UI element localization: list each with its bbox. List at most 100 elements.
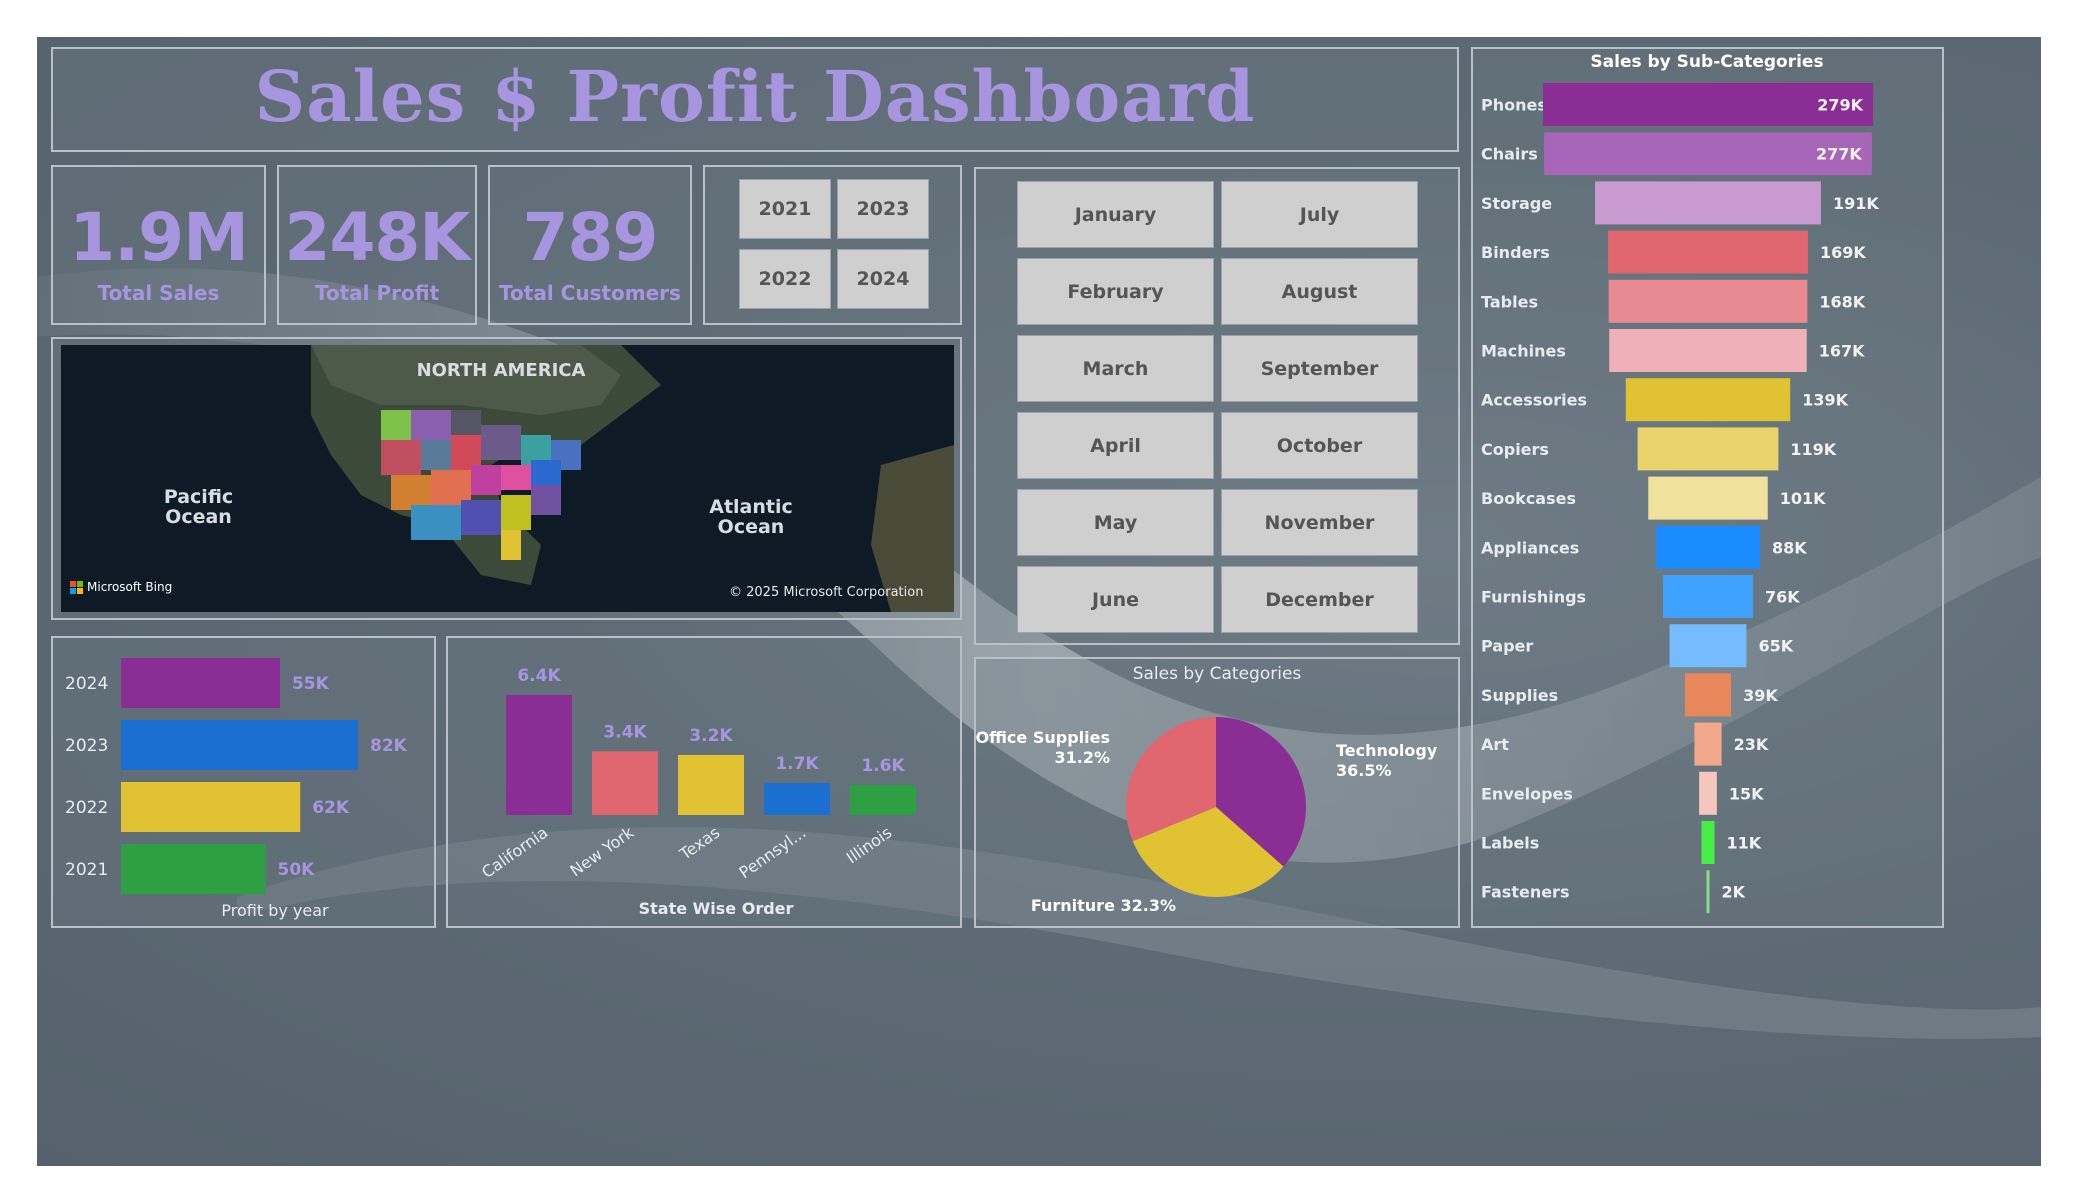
subcategory-bar-fasteners[interactable]: [1706, 870, 1710, 914]
subcategory-label-art: Art: [1481, 735, 1509, 754]
profit-bar-2024[interactable]: [121, 658, 280, 708]
subcategory-label-tables: Tables: [1481, 292, 1538, 311]
kpi-card-total-customers: 789 Total Customers: [488, 165, 692, 325]
microsoft-logo-icon: [70, 580, 83, 594]
map-copyright: © 2025 Microsoft Corporation: [729, 585, 924, 600]
title-panel: Sales $ Profit Dashboard: [51, 47, 1459, 152]
state-value-label: 1.6K: [861, 756, 905, 776]
map-brand: Microsoft Bing: [87, 580, 173, 594]
subcategory-value-label: 15K: [1729, 784, 1764, 803]
subcategory-value-label: 119K: [1790, 440, 1836, 459]
subcategory-value-label: 277K: [1816, 145, 1862, 164]
state-tick-label: New York: [566, 822, 638, 880]
subcategory-value-label: 101K: [1780, 489, 1826, 508]
subcategory-value-label: 139K: [1802, 391, 1848, 410]
subcategory-bar-phones[interactable]: [1543, 83, 1873, 126]
subcategory-value-label: 88K: [1772, 538, 1807, 557]
state-bar-texas[interactable]: [678, 755, 744, 815]
month-button-september[interactable]: September: [1221, 335, 1418, 402]
month-button-march[interactable]: March: [1017, 335, 1214, 402]
month-button-may[interactable]: May: [1017, 489, 1214, 556]
subcategory-value-label: 191K: [1833, 194, 1879, 213]
chart-title-sales-by-subcategories: Sales by Sub-Categories: [1590, 52, 1823, 72]
kpi-label: Total Sales: [97, 281, 220, 305]
state-tick-label: Texas: [675, 823, 723, 865]
profit-value-label: 82K: [370, 736, 408, 756]
profit-by-year-panel: 2024 55K 2023 82K 2022 62K 2021 50K Profit by ye…: [51, 636, 436, 928]
state-bar-pennsyl[interactable]: [764, 783, 830, 815]
state-bar-newyork[interactable]: [592, 751, 658, 815]
pie-slice-technology[interactable]: [1216, 717, 1306, 867]
subcategory-bar-paper[interactable]: [1669, 624, 1747, 668]
month-button-august[interactable]: August: [1221, 258, 1418, 325]
subcategory-value-label: 279K: [1817, 96, 1863, 115]
state-bar-california[interactable]: [506, 695, 572, 815]
profit-bar-2021[interactable]: [121, 844, 266, 894]
month-button-june[interactable]: June: [1017, 566, 1214, 633]
subcategory-label-envelopes: Envelopes: [1481, 784, 1573, 803]
subcategory-label-machines: Machines: [1481, 342, 1566, 361]
dashboard-canvas: Sales $ Profit Dashboard 1.9M Total Sale…: [37, 37, 2041, 1166]
subcategory-bar-tables[interactable]: [1608, 279, 1808, 323]
subcategory-value-label: 39K: [1743, 686, 1778, 705]
kpi-value: 789: [522, 199, 659, 276]
year-button-2023[interactable]: 2023: [837, 179, 929, 239]
dashboard-title: Sales $ Profit Dashboard: [254, 55, 1256, 138]
month-button-december[interactable]: December: [1221, 566, 1418, 633]
state-value-label: 6.4K: [517, 666, 561, 686]
subcategory-bar-machines[interactable]: [1609, 329, 1807, 372]
subcategory-bar-envelopes[interactable]: [1699, 771, 1717, 815]
map-view[interactable]: NORTH AMERICA Pacific Ocean Atlantic Oce…: [61, 345, 954, 612]
subcategory-label-paper: Paper: [1481, 637, 1533, 656]
subcategory-label-fasteners: Fasteners: [1481, 883, 1569, 902]
profit-bar-2023[interactable]: [121, 720, 358, 770]
year-button-2021[interactable]: 2021: [739, 179, 831, 239]
year-slicer: 2021 2023 2022 2024: [703, 165, 962, 325]
subcategory-bar-binders[interactable]: [1608, 230, 1808, 274]
kpi-value: 248K: [284, 199, 471, 276]
month-button-april[interactable]: April: [1017, 412, 1214, 479]
month-button-february[interactable]: February: [1017, 258, 1214, 325]
profit-by-year-chart: 2024 55K 2023 82K 2022 62K 2021 50K Profit by ye…: [65, 658, 408, 920]
month-button-january[interactable]: January: [1017, 181, 1214, 248]
month-button-november[interactable]: November: [1221, 489, 1418, 556]
subcategory-bar-chairs[interactable]: [1544, 132, 1872, 176]
year-tick-label: 2024: [65, 674, 108, 694]
chart-title-profit-by-year: Profit by year: [221, 901, 329, 920]
subcategory-label-copiers: Copiers: [1481, 440, 1549, 459]
profit-value-label: 62K: [312, 798, 350, 818]
profit-bar-2022[interactable]: [121, 782, 301, 832]
subcategory-bar-furnishings[interactable]: [1663, 575, 1753, 618]
subcategory-label-supplies: Supplies: [1481, 686, 1558, 705]
subcategory-label-appliances: Appliances: [1481, 538, 1579, 557]
kpi-label: Total Profit: [314, 281, 440, 305]
pie-slice-office-supplies[interactable]: [1126, 717, 1216, 842]
subcategory-bar-copiers[interactable]: [1637, 427, 1779, 471]
subcategory-bar-storage[interactable]: [1595, 181, 1821, 225]
subcategory-bar-appliances[interactable]: [1655, 525, 1761, 569]
subcategory-value-label: 2K: [1722, 883, 1746, 902]
sales-by-categories-chart: Sales by Categories Technology 36.5% Furnit…: [975, 664, 1437, 915]
map-label-atlantic-ocean: Atlantic Ocean: [709, 496, 793, 538]
subcategory-bar-labels[interactable]: [1701, 821, 1715, 864]
sales-by-subcategories-panel: Sales by Sub-Categories Phones 279K Chairs 2…: [1471, 47, 1944, 928]
pie-slice-furniture[interactable]: [1132, 807, 1284, 897]
state-bar-illinois[interactable]: [850, 785, 916, 815]
state-tick-label: Illinois: [843, 823, 895, 868]
kpi-label: Total Customers: [499, 281, 681, 305]
subcategory-bar-supplies[interactable]: [1684, 673, 1732, 717]
subcategory-bar-bookcases[interactable]: [1648, 476, 1768, 520]
year-button-2024[interactable]: 2024: [837, 249, 929, 309]
year-button-2022[interactable]: 2022: [739, 249, 831, 309]
subcategory-value-label: 76K: [1765, 588, 1800, 607]
kpi-card-total-sales: 1.9M Total Sales: [51, 165, 266, 325]
subcategory-label-furnishings: Furnishings: [1481, 588, 1586, 607]
month-button-july[interactable]: July: [1221, 181, 1418, 248]
subcategory-bar-accessories[interactable]: [1625, 378, 1791, 422]
sales-by-categories-panel: Sales by Categories Technology 36.5% Furnit…: [974, 657, 1460, 928]
month-button-october[interactable]: October: [1221, 412, 1418, 479]
subcategory-bar-art[interactable]: [1694, 722, 1722, 766]
year-tick-label: 2023: [65, 736, 108, 756]
map-terrain: [61, 345, 954, 612]
sales-by-subcategories-chart: Sales by Sub-Categories Phones 279K Chairs 2…: [1481, 52, 1879, 914]
